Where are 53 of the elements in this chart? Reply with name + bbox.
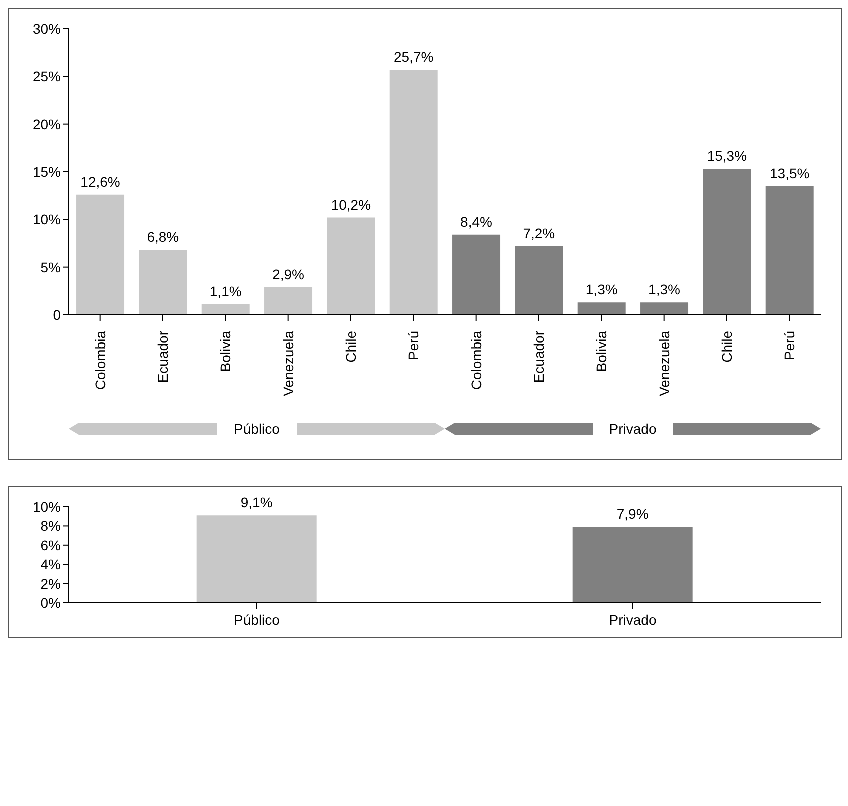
bar xyxy=(327,218,376,315)
data-label: 10,2% xyxy=(331,196,372,213)
data-label: 25,7% xyxy=(394,48,434,65)
data-label: 7,9% xyxy=(616,506,649,522)
x-tick-label: Perú xyxy=(782,331,798,361)
y-tick-label: 10% xyxy=(32,498,61,515)
x-tick-label: Colombia xyxy=(92,330,108,390)
x-tick-label: Ecuador xyxy=(531,330,547,384)
data-label: 2,9% xyxy=(272,266,304,282)
y-tick-label: 8% xyxy=(40,518,61,534)
y-tick-label: 15% xyxy=(32,164,61,180)
bar xyxy=(139,250,188,315)
data-label: 7,2% xyxy=(523,225,556,242)
y-tick-label: 4% xyxy=(40,556,61,573)
data-label: 13,5% xyxy=(770,165,810,182)
data-label: 8,4% xyxy=(460,214,492,230)
x-tick-label: Venezuela xyxy=(280,330,296,396)
y-tick-label: 2% xyxy=(40,576,61,592)
data-label: 15,3% xyxy=(707,148,748,164)
x-tick-label: Venezuela xyxy=(656,330,672,396)
x-tick-label: Chile xyxy=(343,330,359,363)
bar xyxy=(76,194,125,315)
y-tick-label: 5% xyxy=(40,259,61,276)
data-label: 1,1% xyxy=(210,284,242,300)
data-label: 1,3% xyxy=(586,282,618,298)
x-tick-label: Chile xyxy=(719,330,735,363)
bar xyxy=(390,70,438,315)
y-tick-label: 6% xyxy=(40,537,61,554)
bar xyxy=(766,186,814,315)
x-tick-label: Perú xyxy=(406,331,422,361)
x-tick-label: Bolivia xyxy=(218,330,234,372)
text: Público xyxy=(234,421,280,437)
y-tick-label: 0% xyxy=(40,594,61,611)
bar xyxy=(452,234,501,315)
bar xyxy=(640,302,689,315)
y-tick-label: 0 xyxy=(53,306,62,323)
bar xyxy=(578,302,626,315)
y-tick-label: 25% xyxy=(32,68,61,85)
bar xyxy=(264,287,313,315)
y-tick-label: 20% xyxy=(32,116,61,132)
data-label: 6,8% xyxy=(147,229,180,246)
bar xyxy=(515,246,564,315)
x-tick-label: Ecuador xyxy=(155,330,171,384)
bar xyxy=(703,169,752,315)
y-tick-label: 30% xyxy=(32,20,61,37)
bar xyxy=(202,304,250,315)
data-label: 9,1% xyxy=(240,494,273,511)
data-label: 12,6% xyxy=(80,174,120,190)
text: Privado xyxy=(609,421,657,437)
x-tick-label: Bolivia xyxy=(594,330,610,372)
y-tick-label: 10% xyxy=(32,212,61,228)
data-label: 1,3% xyxy=(648,282,680,298)
x-tick-label: Colombia xyxy=(468,330,484,390)
